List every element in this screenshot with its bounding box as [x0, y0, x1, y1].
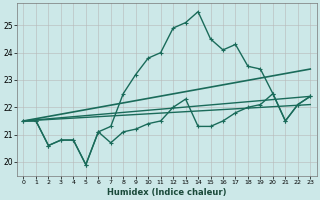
X-axis label: Humidex (Indice chaleur): Humidex (Indice chaleur): [107, 188, 227, 197]
